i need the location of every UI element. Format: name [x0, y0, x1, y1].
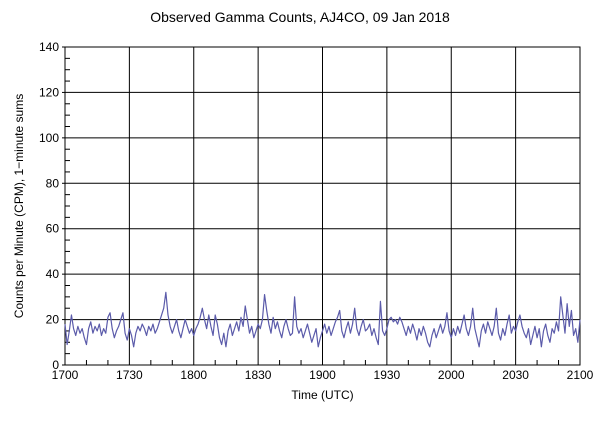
y-tick-label: 60: [46, 222, 60, 236]
x-tick-label: 1700: [52, 368, 79, 382]
y-tick-label: 0: [52, 358, 59, 372]
plot-border: [64, 46, 581, 366]
y-tick-label: 120: [39, 85, 59, 99]
x-tick-label: 1730: [116, 368, 143, 382]
x-tick-label: 1800: [180, 368, 207, 382]
y-axis-label: Counts per Minute (CPM), 1−minute sums: [12, 93, 26, 319]
x-tick-label: 2100: [567, 368, 594, 382]
y-tick-label: 140: [39, 40, 59, 54]
data-line: [64, 291, 581, 348]
x-tick-label: 1900: [309, 368, 336, 382]
y-tick-label: 20: [46, 313, 60, 327]
y-tick-label: 100: [39, 131, 59, 145]
x-tick-label: 1830: [245, 368, 272, 382]
y-tick-label: 80: [46, 176, 60, 190]
x-tick-label: 1930: [374, 368, 401, 382]
chart-title: Observed Gamma Counts, AJ4CO, 09 Jan 201…: [150, 9, 450, 25]
x-axis-label: Time (UTC): [291, 388, 354, 402]
x-tick-label: 2000: [438, 368, 465, 382]
y-tick-label: 40: [46, 267, 60, 281]
x-tick-label: 2030: [502, 368, 529, 382]
